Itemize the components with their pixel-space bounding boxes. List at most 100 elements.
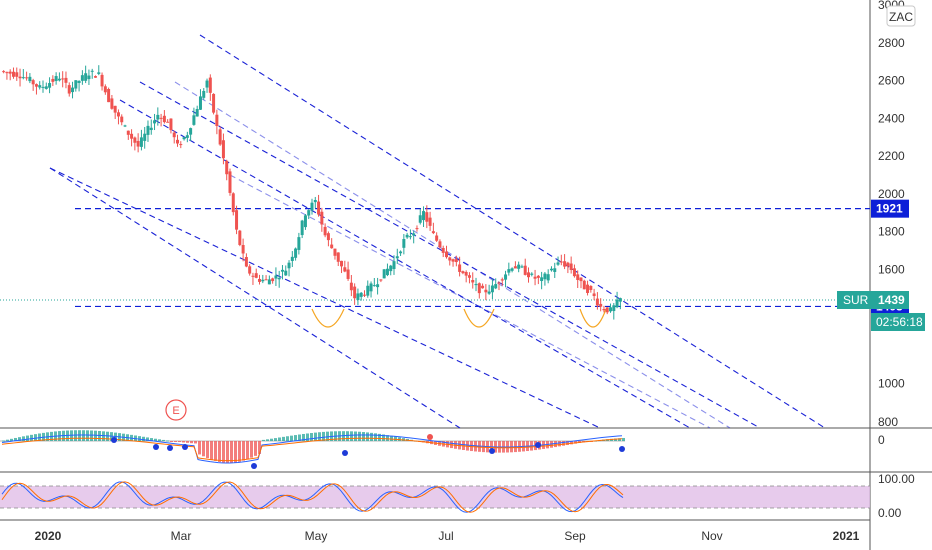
macd-bar: [262, 439, 265, 441]
time-tick-sep: Sep: [564, 529, 586, 543]
candle: [320, 207, 324, 232]
macd-bar: [374, 433, 377, 441]
candle: [93, 75, 97, 78]
candle: [444, 245, 448, 259]
candle: [336, 252, 340, 267]
macd-bar: [298, 434, 301, 441]
candle: [5, 71, 9, 80]
macd-bar: [238, 441, 241, 462]
channel-line-1[interactable]: [199, 34, 826, 429]
candle: [349, 275, 353, 297]
candle: [258, 274, 262, 285]
macd-bar: [202, 441, 205, 457]
candle: [235, 205, 239, 235]
candle: [422, 206, 426, 228]
candle: [264, 275, 268, 281]
stoch-d-line: [1, 481, 624, 513]
level-badge-box-1921: [871, 199, 909, 218]
candle: [77, 80, 81, 92]
macd-bar: [10, 438, 13, 441]
macd-cross-marker: [153, 444, 159, 450]
candle: [376, 277, 380, 295]
symbol-badge-box[interactable]: [886, 5, 916, 27]
channel-line-4[interactable]: [119, 99, 691, 429]
channel-line-3[interactable]: [174, 81, 731, 429]
candle: [241, 238, 245, 262]
macd-bar: [378, 433, 381, 441]
candle: [28, 73, 32, 84]
macd-bar: [206, 441, 209, 459]
candle: [212, 93, 216, 115]
candle: [25, 71, 29, 81]
candle: [474, 277, 478, 292]
candle: [290, 251, 294, 267]
candle: [467, 272, 471, 284]
candle: [280, 265, 284, 280]
price-tick-2800: 2800: [878, 36, 905, 50]
candle: [451, 258, 455, 267]
macd-bar: [270, 438, 273, 441]
candle: [303, 214, 307, 230]
candle: [418, 208, 422, 225]
channel-line-6[interactable]: [49, 167, 461, 429]
macd-bar: [574, 441, 577, 444]
price-tick-2200: 2200: [878, 149, 905, 163]
macd-bar: [558, 441, 561, 447]
macd-bar: [266, 439, 269, 441]
candle: [97, 65, 101, 76]
candle: [307, 209, 311, 220]
earnings-marker-circle[interactable]: [165, 399, 187, 421]
candle: [605, 307, 609, 315]
pattern-arc-2[interactable]: [463, 308, 495, 328]
candle: [139, 129, 143, 151]
macd-bar: [226, 441, 229, 463]
macd-signal-line: [1, 437, 623, 462]
symbol-badge: ZAC: [889, 10, 913, 24]
candle: [238, 229, 242, 247]
price-tick-1000: 1000: [878, 377, 905, 391]
candle: [74, 80, 78, 92]
candle: [340, 260, 344, 274]
candle: [310, 198, 314, 215]
candle: [277, 270, 281, 288]
candle: [382, 269, 386, 279]
candle: [162, 110, 166, 124]
candle: [54, 72, 58, 85]
candle: [618, 297, 622, 310]
candle: [533, 269, 537, 286]
candle: [435, 232, 439, 243]
candle: [208, 74, 212, 101]
channel-line-7[interactable]: [229, 174, 711, 429]
last-price-symbol: SUR: [843, 293, 869, 307]
macd-bar: [294, 435, 297, 441]
channel-line-2[interactable]: [139, 81, 761, 429]
macd-group: 0: [0, 430, 885, 469]
candle: [300, 219, 304, 239]
channel-lines-group: [49, 34, 826, 429]
channel-line-5[interactable]: [49, 167, 601, 429]
candle: [287, 260, 291, 277]
candle: [267, 275, 271, 285]
candle: [392, 255, 396, 275]
pattern-arc-3[interactable]: [579, 308, 607, 328]
candle: [153, 113, 157, 131]
candle: [179, 141, 183, 149]
candle: [582, 279, 586, 290]
macd-bar: [190, 441, 193, 444]
price-tick-2600: 2600: [878, 74, 905, 88]
macd-bar: [74, 430, 77, 441]
pattern-arc-1[interactable]: [311, 308, 345, 328]
candle: [228, 168, 232, 196]
macd-bar: [218, 441, 221, 462]
macd-bar: [94, 430, 97, 441]
candle: [412, 230, 416, 244]
candle: [244, 253, 248, 268]
candle: [464, 270, 468, 283]
candle: [343, 260, 347, 273]
candle: [540, 271, 544, 290]
candle: [326, 231, 330, 247]
candle: [251, 272, 255, 285]
stoch-band: [0, 486, 870, 508]
candle: [589, 285, 593, 293]
macd-bar: [234, 441, 237, 463]
